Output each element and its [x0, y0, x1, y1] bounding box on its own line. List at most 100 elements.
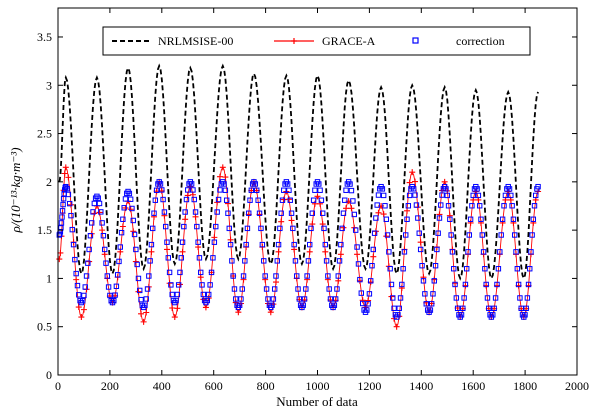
data-point-square [532, 192, 539, 199]
series-correction [56, 179, 541, 320]
data-point-square [502, 192, 509, 199]
data-point-square [168, 282, 174, 288]
data-point-square [479, 232, 485, 238]
data-point-plus [322, 248, 329, 255]
data-point-square [326, 286, 332, 292]
data-point-square [427, 307, 434, 313]
data-point-square [121, 205, 127, 211]
data-point-square [499, 216, 506, 222]
y-tick-label: 2.5 [37, 127, 52, 141]
data-point-plus [398, 285, 405, 292]
data-point-square [137, 287, 143, 294]
data-point-square [431, 278, 437, 284]
data-point-square [85, 260, 91, 266]
data-point-square [366, 291, 373, 297]
series-line [58, 63, 539, 281]
data-point-square [371, 230, 378, 236]
data-point-square [105, 284, 112, 290]
data-point-plus [380, 211, 387, 218]
data-point-square [69, 226, 75, 233]
data-point-square [400, 266, 406, 272]
legend-marker-correction [412, 37, 419, 44]
data-point-square [226, 225, 232, 232]
data-point-square [490, 312, 496, 318]
data-point-square [316, 181, 322, 187]
data-point-square [91, 200, 98, 207]
data-point-square [59, 214, 65, 220]
data-point-square [252, 181, 259, 187]
data-point-square [246, 210, 252, 216]
data-point-square [464, 266, 470, 272]
data-point-square [87, 232, 94, 239]
data-point-square [461, 295, 467, 301]
data-point-square [107, 292, 113, 299]
data-point-square [399, 281, 405, 288]
data-point-square [460, 305, 466, 312]
legend-label-nrlmsise: NRLMSISE-00 [158, 34, 233, 48]
data-point-square [319, 210, 326, 216]
data-point-plus [140, 318, 147, 325]
data-point-square [269, 302, 275, 308]
data-point-square [323, 258, 330, 264]
data-point-square [528, 249, 534, 255]
data-point-square [147, 258, 153, 264]
data-point-square [81, 292, 87, 299]
data-point-square [444, 192, 450, 199]
legend-label-grace: GRACE-A [322, 34, 376, 48]
data-point-square [335, 273, 341, 279]
data-point-square [347, 181, 353, 187]
data-point-square [348, 187, 355, 194]
data-point-square [522, 312, 528, 318]
data-point-square [255, 197, 261, 203]
data-point-plus [409, 169, 416, 176]
y-axis: 0 0.5 1 1.5 2 2.5 3 3.5 [37, 30, 577, 382]
data-point-plus [291, 246, 298, 253]
data-point-square [508, 192, 514, 199]
data-point-square [90, 209, 96, 215]
data-point-square [213, 223, 219, 230]
data-point-plus [143, 309, 150, 316]
data-point-square [439, 192, 445, 198]
legend-label-correction: correction [456, 34, 505, 48]
data-point-square [530, 216, 537, 222]
data-point-square [95, 195, 101, 201]
data-point-plus [314, 193, 321, 200]
data-point-square [327, 296, 334, 302]
data-point-square [66, 200, 73, 207]
data-point-square [243, 241, 249, 248]
data-point-square [310, 197, 317, 203]
data-point-square [271, 286, 278, 292]
data-point-square [200, 291, 207, 298]
data-point-plus [127, 206, 134, 213]
data-point-square [296, 296, 303, 302]
data-point-square [498, 232, 504, 238]
y-tick-label: 1 [46, 271, 52, 285]
data-point-square [270, 296, 277, 302]
data-point-square [116, 258, 122, 265]
data-point-square [512, 232, 518, 238]
data-point-square [435, 230, 441, 236]
data-point-square [122, 196, 129, 202]
data-point-square [513, 249, 519, 255]
data-point-square [177, 269, 183, 276]
data-point-plus [272, 279, 279, 286]
data-point-square [428, 301, 435, 307]
data-point-square [152, 197, 159, 203]
data-point-plus [317, 200, 324, 207]
data-point-square [76, 292, 82, 298]
data-point-plus [179, 248, 186, 255]
y-tick-label: 2 [46, 175, 52, 189]
data-point-square [188, 181, 195, 187]
data-point-square [287, 197, 293, 203]
data-point-square [304, 273, 310, 279]
data-point-square [401, 249, 408, 255]
data-point-square [284, 181, 291, 187]
data-point-plus [222, 174, 229, 181]
data-point-square [292, 258, 299, 264]
data-point-square [374, 202, 380, 208]
data-point-square [151, 210, 157, 216]
data-point-square [244, 225, 251, 232]
data-point-square [146, 273, 152, 279]
data-point-square [288, 210, 295, 216]
data-point-square [196, 255, 203, 261]
